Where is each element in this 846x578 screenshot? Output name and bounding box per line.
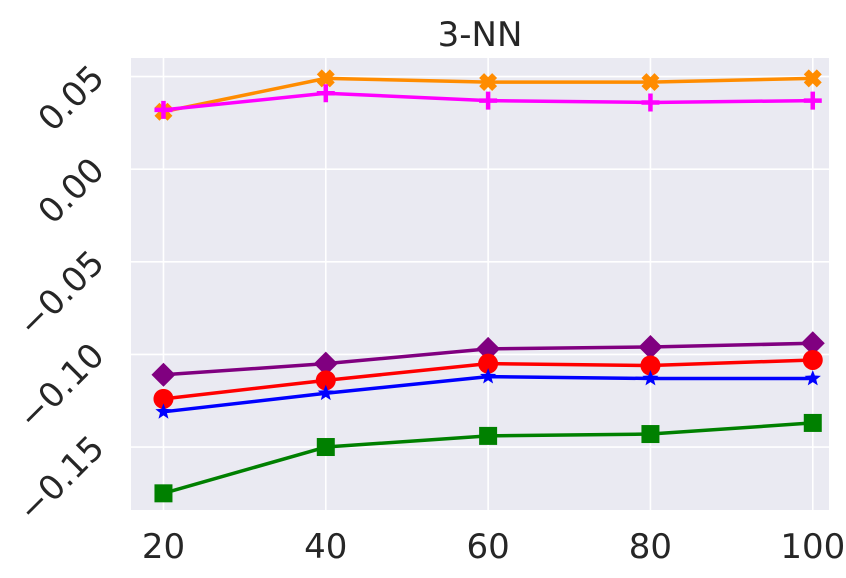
square-marker [641, 425, 660, 444]
series-circle [153, 349, 823, 409]
x-marker [803, 69, 822, 88]
square-marker [479, 426, 498, 445]
x-tick-label: 40 [304, 527, 347, 567]
x-tick-label: 20 [142, 527, 185, 567]
diamond-marker [800, 331, 825, 356]
diamond-marker [638, 334, 663, 359]
circle-marker [802, 349, 823, 370]
plus-marker [803, 91, 822, 110]
square-marker [803, 413, 822, 432]
series-layer [151, 69, 825, 503]
plus-marker [154, 100, 173, 119]
x-tick-label: 100 [780, 527, 845, 567]
diamond-marker [476, 336, 501, 361]
square-marker [316, 438, 335, 457]
plus-marker [479, 91, 498, 110]
chart-title: 3-NN [438, 15, 523, 55]
x-marker [641, 73, 660, 92]
circle-marker [640, 355, 661, 376]
x-marker [479, 73, 498, 92]
star-marker [480, 368, 497, 384]
star-marker [642, 369, 659, 386]
star-marker [317, 384, 334, 401]
diamond-marker [313, 351, 338, 376]
y-axis-ticks: −0.15−0.10−0.05 0.00 0.05 [10, 58, 112, 530]
plus-marker [316, 84, 335, 103]
series-diamond [151, 331, 825, 387]
x-marker [316, 69, 335, 88]
square-marker [154, 484, 173, 503]
circle-marker [153, 388, 174, 409]
star-marker [804, 369, 821, 386]
x-axis-ticks: 20 40 60 80 100 [142, 527, 845, 567]
circle-marker [315, 370, 336, 391]
y-tick-label: 0.05 [31, 58, 113, 140]
series-square [154, 413, 822, 503]
series-plus [154, 84, 822, 119]
grid-lines [131, 58, 829, 510]
diamond-marker [151, 362, 176, 387]
series-x [154, 69, 822, 121]
y-tick-label: −0.15 [10, 428, 112, 530]
x-tick-label: 80 [629, 527, 672, 567]
y-tick-label: −0.10 [10, 335, 112, 437]
y-tick-label: 0.00 [31, 150, 113, 232]
circle-marker [478, 353, 499, 374]
star-marker [155, 403, 172, 419]
series-star [155, 368, 821, 419]
y-tick-label: −0.05 [10, 243, 112, 345]
x-tick-label: 60 [466, 527, 509, 567]
plus-marker [641, 93, 660, 112]
